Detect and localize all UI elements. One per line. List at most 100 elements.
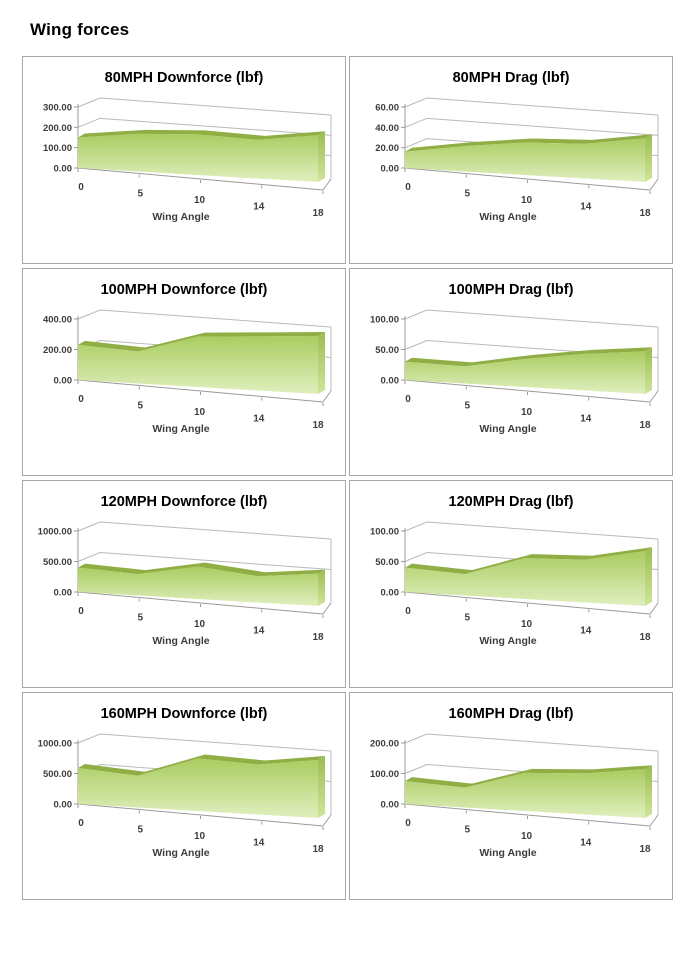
gridline <box>77 521 332 540</box>
y-tick-label: 0.00 <box>381 800 400 811</box>
y-tick-label: 0.00 <box>54 164 73 175</box>
x-tick-label: 10 <box>194 831 206 842</box>
chart-panel: 80MPH Downforce (lbf) 300.00 200.00 100.00 0… <box>22 56 346 264</box>
x-tick-label: 0 <box>405 606 411 617</box>
chart-title: 100MPH Drag (lbf) <box>449 282 574 298</box>
y-tick-label: 0.00 <box>54 800 73 811</box>
x-tick-label: 14 <box>580 838 592 849</box>
floor-back-edge <box>322 178 332 191</box>
area-front-face <box>78 133 318 182</box>
x-axis-line <box>77 167 324 191</box>
x-tick-label: 14 <box>580 414 592 425</box>
gridline <box>77 551 332 570</box>
x-axis-line <box>77 379 324 403</box>
area-end-cap <box>318 756 325 818</box>
x-tick-label: 5 <box>464 189 470 200</box>
x-tick-label: 18 <box>639 632 651 643</box>
x-tick-label: 10 <box>521 195 533 206</box>
floor-back-edge <box>649 602 659 615</box>
x-axis-title: Wing Angle <box>479 423 536 435</box>
x-tick-label: 5 <box>464 401 470 412</box>
floor-back-edge <box>322 602 332 615</box>
area-series <box>78 129 325 182</box>
y-axis: 1000.00 500.00 0.00 <box>38 521 332 599</box>
x-axis: 0 5 10 14 18 Wing Angle <box>77 805 324 859</box>
x-axis: 0 5 10 14 18 Wing Angle <box>404 169 651 223</box>
area-end-cap <box>645 547 652 606</box>
y-tick-label: 60.00 <box>375 103 399 114</box>
gridline <box>404 117 659 136</box>
y-tick-label: 50.00 <box>375 557 399 568</box>
area-front-face <box>78 336 318 394</box>
gridline <box>404 97 659 116</box>
chart-panel: 100MPH Downforce (lbf) 400.00 200.00 0.00 0 5… <box>22 268 346 476</box>
chart-title: 120MPH Drag (lbf) <box>449 494 574 510</box>
x-axis-title: Wing Angle <box>152 211 209 223</box>
chart-panel: 80MPH Drag (lbf) 60.00 40.00 20.00 0.00 0 5 10 1… <box>349 56 673 264</box>
chart-panel: 160MPH Drag (lbf) 200.00 100.00 0.00 0 5 10 14 1… <box>349 692 673 900</box>
chart-panel: 100MPH Drag (lbf) 100.00 50.00 0.00 0 5 10 14 18… <box>349 268 673 476</box>
floor-back-edge <box>322 814 332 827</box>
x-axis-title: Wing Angle <box>152 423 209 435</box>
y-tick-label: 50.00 <box>375 345 399 356</box>
area-top-surface <box>78 332 325 352</box>
x-axis: 0 5 10 14 18 Wing Angle <box>77 593 324 647</box>
page: Wing forces 80MPH Downforce (lbf) 300.00 2… <box>22 20 673 900</box>
x-tick-label: 0 <box>405 394 411 405</box>
y-tick-label: 200.00 <box>370 739 399 750</box>
x-tick-label: 10 <box>194 407 206 418</box>
floor-back-edge <box>649 390 659 403</box>
area-series <box>405 547 652 606</box>
chart-title: 160MPH Drag (lbf) <box>449 706 574 722</box>
x-tick-label: 10 <box>521 619 533 630</box>
chart-title: 100MPH Downforce (lbf) <box>101 282 268 298</box>
x-axis-line <box>404 379 651 403</box>
y-tick-label: 200.00 <box>43 345 72 356</box>
area-end-cap <box>645 765 652 818</box>
x-tick-label: 5 <box>137 613 143 624</box>
x-tick-label: 0 <box>78 394 84 405</box>
x-tick-label: 14 <box>580 626 592 637</box>
y-tick-label: 0.00 <box>381 588 400 599</box>
y-tick-label: 0.00 <box>381 376 400 387</box>
y-tick-label: 400.00 <box>43 315 72 326</box>
x-tick-label: 5 <box>464 825 470 836</box>
x-tick-label: 0 <box>78 606 84 617</box>
x-tick-label: 14 <box>253 202 265 213</box>
x-axis-line <box>77 591 324 615</box>
area-front-face <box>405 138 645 182</box>
x-axis-title: Wing Angle <box>479 635 536 647</box>
x-tick-label: 18 <box>639 844 651 855</box>
area-top-surface <box>78 129 325 140</box>
area-top-surface <box>405 765 652 788</box>
area-end-cap <box>318 332 325 394</box>
x-tick-label: 14 <box>253 414 265 425</box>
floor-back-edge <box>322 390 332 403</box>
gridline <box>77 117 332 136</box>
x-tick-label: 14 <box>253 838 265 849</box>
x-tick-label: 18 <box>312 208 324 219</box>
area-top-surface <box>78 754 325 776</box>
page-title: Wing forces <box>30 20 130 39</box>
x-axis-title: Wing Angle <box>152 635 209 647</box>
x-tick-label: 5 <box>137 825 143 836</box>
x-tick-label: 14 <box>253 626 265 637</box>
x-axis: 0 5 10 14 18 Wing Angle <box>404 593 651 647</box>
charts-grid: 80MPH Downforce (lbf) 300.00 200.00 100.00 0… <box>22 56 673 900</box>
chart-panel: 120MPH Downforce (lbf) 1000.00 500.00 0.00 0… <box>22 480 346 688</box>
chart-title: 160MPH Downforce (lbf) <box>101 706 268 722</box>
x-axis-title: Wing Angle <box>152 847 209 859</box>
x-axis-line <box>404 591 651 615</box>
area-series <box>78 332 325 394</box>
y-tick-label: 40.00 <box>375 123 399 134</box>
y-tick-label: 0.00 <box>54 588 73 599</box>
x-axis: 0 5 10 14 18 Wing Angle <box>77 381 324 435</box>
x-axis-line <box>404 167 651 191</box>
y-tick-label: 0.00 <box>54 376 73 387</box>
x-tick-label: 18 <box>639 208 651 219</box>
x-axis: 0 5 10 14 18 Wing Angle <box>77 169 324 223</box>
chart-canvas: 100MPH Drag (lbf) 100.00 50.00 0.00 0 5 10 14 18… <box>370 282 659 435</box>
x-tick-label: 10 <box>521 831 533 842</box>
y-tick-label: 300.00 <box>43 103 72 114</box>
y-tick-label: 100.00 <box>43 143 72 154</box>
